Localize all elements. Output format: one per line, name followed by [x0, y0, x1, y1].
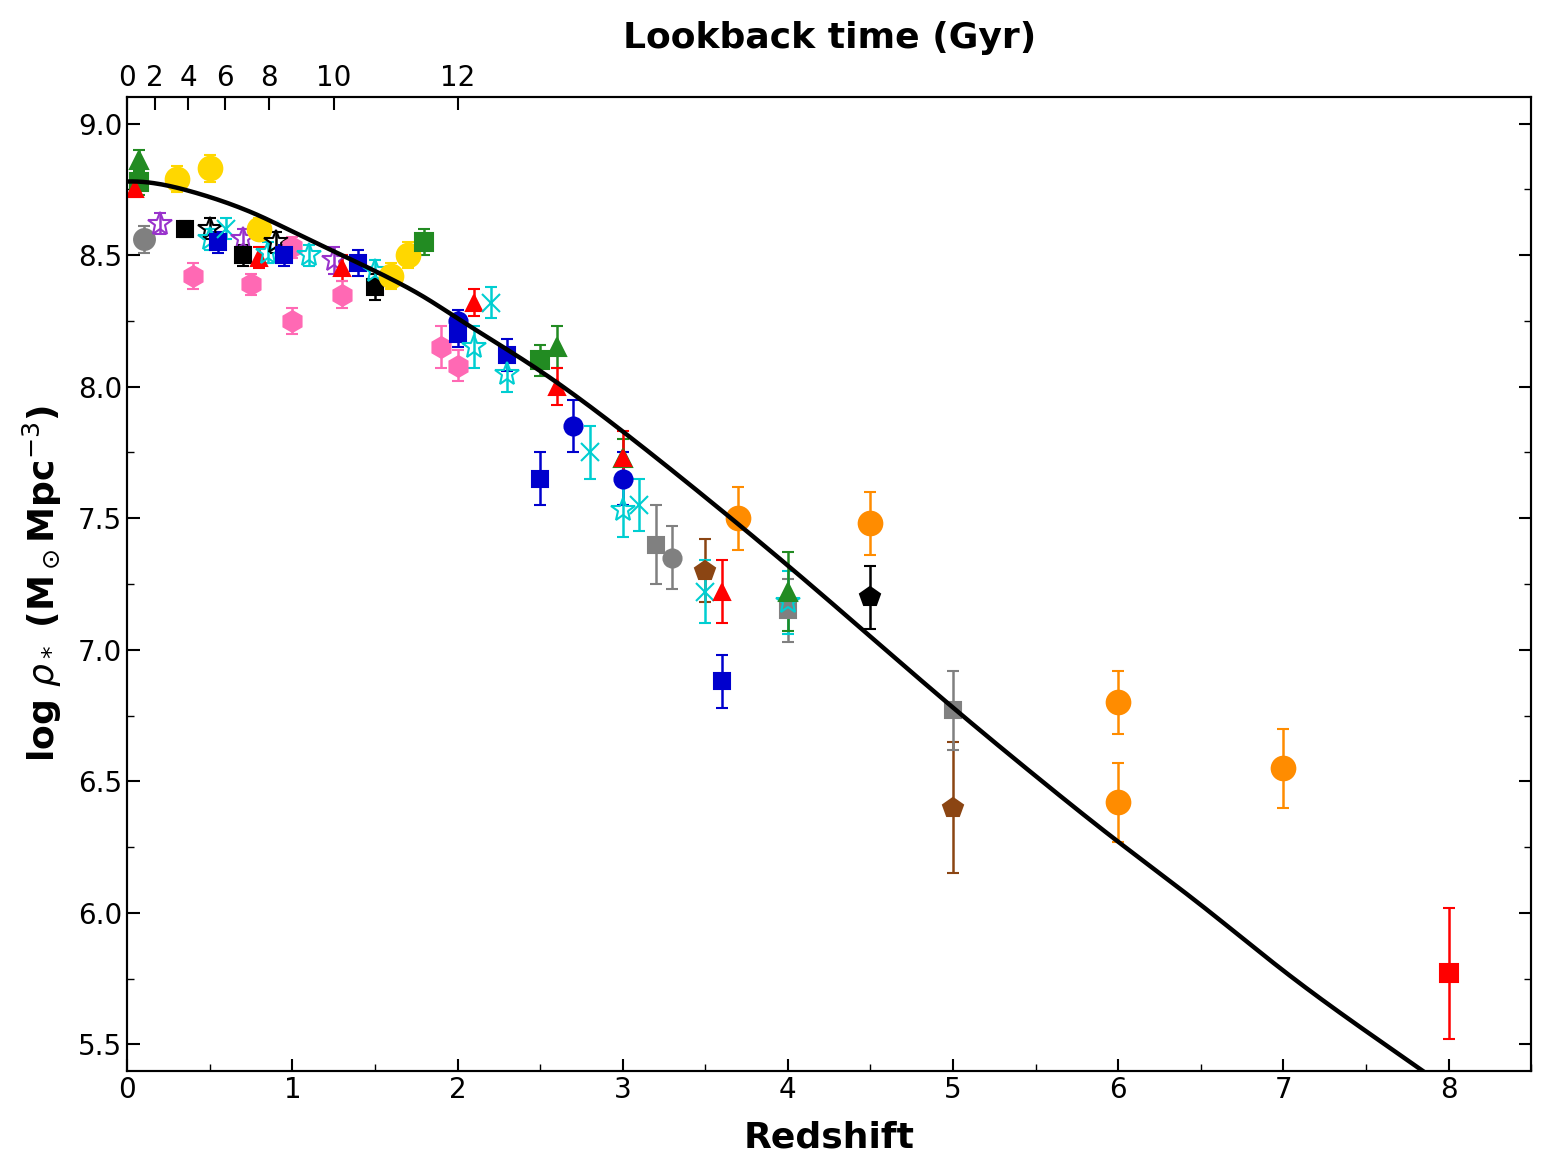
Y-axis label: log $\rho_*$ (M$_\odot$Mpc$^{-3}$): log $\rho_*$ (M$_\odot$Mpc$^{-3}$): [20, 405, 64, 763]
X-axis label: Lookback time (Gyr): Lookback time (Gyr): [622, 21, 1035, 55]
X-axis label: Redshift: Redshift: [743, 1120, 914, 1154]
